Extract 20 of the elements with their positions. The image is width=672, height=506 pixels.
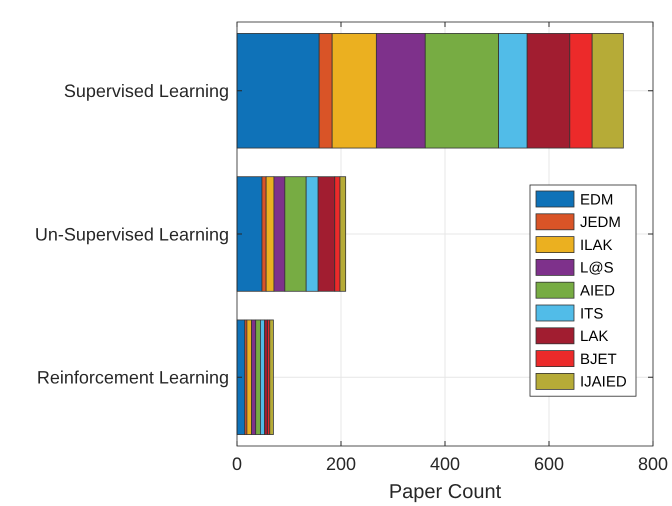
- legend-label: EDM: [580, 191, 614, 208]
- legend-label: ITS: [580, 305, 604, 322]
- y-tick-label: Reinforcement Learning: [36, 368, 229, 388]
- legend-label: LAK: [580, 328, 608, 346]
- legend-label: IJAIED: [580, 374, 627, 391]
- x-tick-label: 400: [430, 454, 460, 474]
- legend-label: JEDM: [580, 214, 621, 232]
- legend-label: BJET: [580, 350, 617, 368]
- y-tick-label: Un-Supervised Learning: [34, 224, 229, 244]
- x-tick-label: 600: [534, 454, 564, 474]
- bar: [236, 176, 262, 292]
- legend-label: AIED: [580, 282, 616, 300]
- x-tick-label: 0: [232, 454, 242, 474]
- x-axis-title: Paper Count: [388, 481, 502, 503]
- legend-label: ILAK: [580, 236, 613, 254]
- bar: [269, 320, 274, 435]
- x-tick-label: 800: [638, 454, 668, 474]
- y-tick-label: Supervised Learning: [64, 81, 229, 102]
- x-tick-label: 200: [326, 454, 356, 474]
- legend-label: L@S: [580, 260, 614, 277]
